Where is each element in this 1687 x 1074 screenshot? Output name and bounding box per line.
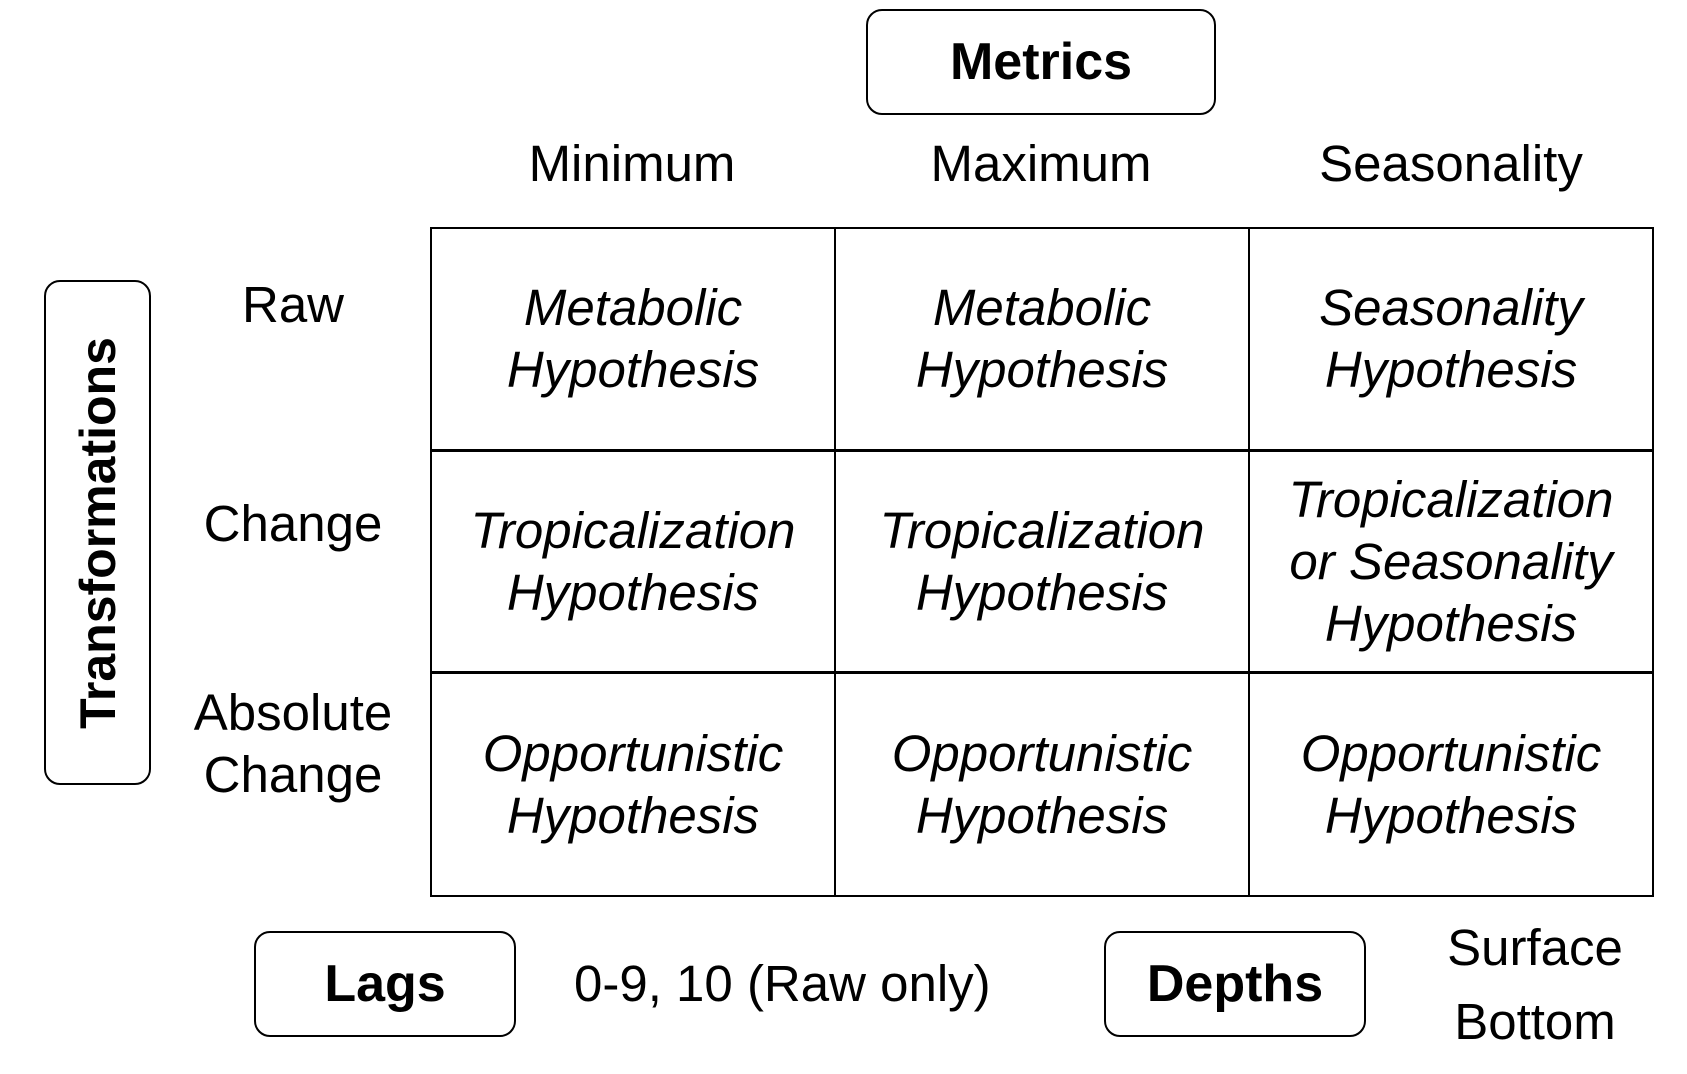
depths-value-bottom: Bottom <box>1454 993 1616 1050</box>
metrics-title: Metrics <box>949 33 1133 91</box>
lags-value: 0-9, 10 (Raw only) <box>574 955 991 1012</box>
cell-raw-maximum: Metabolic Hypothesis <box>836 229 1250 452</box>
row-label-absolute-change: Absolute Change <box>193 684 393 803</box>
cell-change-maximum: Tropicalization Hypothesis <box>836 452 1250 674</box>
depths-value-surface: Surface <box>1447 919 1623 976</box>
column-header-minimum: Minimum <box>528 135 736 192</box>
cell-absolute-change-maximum: Opportunistic Hypothesis <box>836 674 1250 895</box>
cell-change-seasonality: Tropicalization or Seasonality Hypothesi… <box>1250 452 1652 674</box>
cell-raw-minimum: Metabolic Hypothesis <box>432 229 836 452</box>
column-header-maximum: Maximum <box>930 135 1152 192</box>
cell-raw-seasonality: Seasonality Hypothesis <box>1250 229 1652 452</box>
row-label-raw: Raw <box>241 276 345 333</box>
cell-absolute-change-minimum: Opportunistic Hypothesis <box>432 674 836 895</box>
cell-change-minimum: Tropicalization Hypothesis <box>432 452 836 674</box>
hypothesis-grid: Metabolic Hypothesis Metabolic Hypothesi… <box>430 227 1654 897</box>
transformations-box: Transformations <box>44 280 151 785</box>
depths-title: Depths <box>1146 955 1324 1013</box>
metrics-box: Metrics <box>866 9 1216 115</box>
lags-title: Lags <box>324 955 446 1013</box>
row-label-change: Change <box>203 495 383 552</box>
transformations-title: Transformations <box>69 336 126 729</box>
depths-box: Depths <box>1104 931 1366 1037</box>
lags-box: Lags <box>254 931 516 1037</box>
cell-absolute-change-seasonality: Opportunistic Hypothesis <box>1300 724 1602 844</box>
column-header-seasonality: Seasonality <box>1319 135 1583 192</box>
